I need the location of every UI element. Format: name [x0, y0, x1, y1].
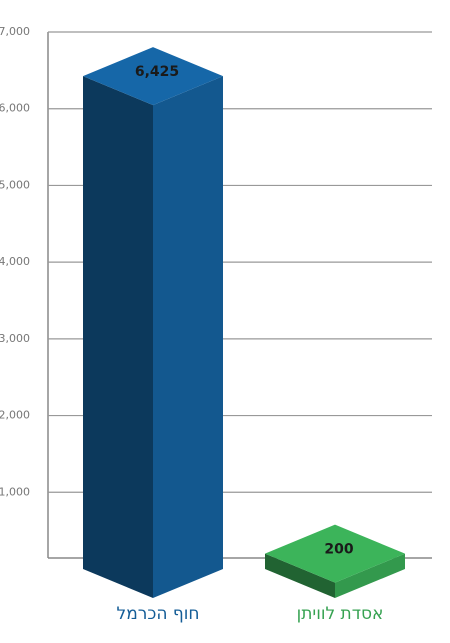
x-tick-label: חוף הכרמל — [117, 604, 200, 624]
y-tick-label: 7,000 — [0, 25, 30, 38]
bar-right-face — [153, 76, 223, 598]
bar-top — [265, 524, 405, 583]
x-tick-label: אסדת לוויתן — [297, 604, 384, 624]
bar-left-face — [265, 553, 335, 598]
y-tick-label: 5,000 — [0, 178, 30, 191]
bar-left-face — [83, 76, 153, 598]
y-tick-label: 2,000 — [0, 409, 30, 422]
bar-right-face — [335, 553, 405, 598]
y-tick-label: 4,000 — [0, 255, 30, 268]
y-tick-label: 3,000 — [0, 332, 30, 345]
y-tick-label: 6,000 — [0, 102, 30, 115]
value-label: 6,425 — [135, 64, 179, 80]
value-label: 200 — [324, 542, 353, 558]
y-tick-label: 1,000 — [0, 485, 30, 498]
bar-top — [83, 47, 223, 106]
